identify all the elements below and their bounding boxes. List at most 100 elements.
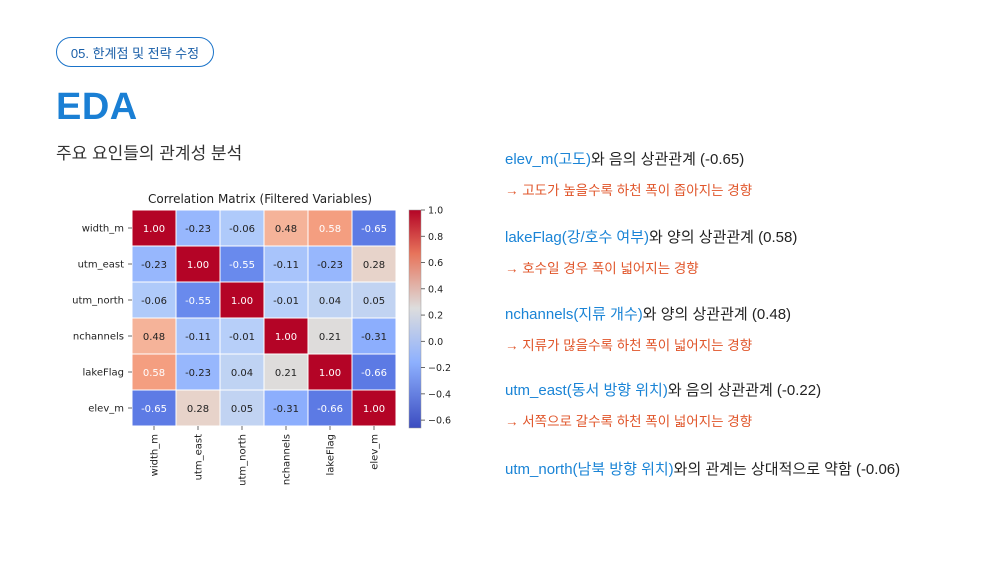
heatmap-cell xyxy=(307,317,353,355)
finding-highlight: utm_north(남북 방향 위치) xyxy=(505,461,674,478)
heatmap-cell xyxy=(351,353,397,391)
heatmap-cell xyxy=(263,281,309,319)
colorbar-tick-label: 0.2 xyxy=(428,311,443,322)
cell-value-label: -0.65 xyxy=(361,224,387,235)
finding-text: 와 음의 상관관계 (-0.22) xyxy=(667,382,822,399)
cell-value-label: 1.00 xyxy=(319,368,341,379)
finding-text: 와의 관계는 상대적으로 약함 (-0.06) xyxy=(673,461,901,478)
cell-value-label: 0.58 xyxy=(143,368,165,379)
finding-highlight: utm_east(동서 방향 위치) xyxy=(505,382,668,399)
finding-item: utm_east(동서 방향 위치)와 음의 상관관계 (-0.22) → 서쪽… xyxy=(505,379,821,430)
heatmap-cell xyxy=(307,281,353,319)
correlation-heatmap: Correlation Matrix (Filtered Variables) … xyxy=(72,192,451,486)
finding-item: elev_m(고도)와 음의 상관관계 (-0.65) → 고도가 높을수록 하… xyxy=(505,148,752,199)
colorbar-tick-label: −0.4 xyxy=(428,389,451,400)
finding-text: 와 음의 상관관계 (-0.65) xyxy=(590,151,745,168)
cell-value-label: -0.66 xyxy=(361,368,387,379)
cell-value-label: 0.28 xyxy=(187,404,209,415)
cell-value-label: -0.06 xyxy=(229,224,255,235)
x-tick-label: elev_m xyxy=(370,434,381,470)
heatmap-cell xyxy=(351,389,397,427)
finding-note: → 지류가 많을수록 하천 폭이 넓어지는 경향 xyxy=(505,338,753,353)
finding-highlight: lakeFlag(강/호수 여부) xyxy=(505,229,650,246)
x-tick-label: width_m xyxy=(150,434,161,476)
cell-value-label: 0.05 xyxy=(363,296,385,307)
heatmap-cell xyxy=(263,245,309,283)
cell-value-label: -0.23 xyxy=(317,260,343,271)
section-pill: 05. 한계점 및 전략 수정 xyxy=(56,37,214,67)
y-tick-label: width_m xyxy=(82,224,124,235)
cell-value-label: 0.04 xyxy=(319,296,341,307)
finding-text: 와 양의 상관관계 (0.58) xyxy=(649,229,798,246)
finding-highlight: nchannels(지류 개수) xyxy=(505,306,643,323)
cell-value-label: -0.11 xyxy=(185,332,211,343)
colorbar-tick-label: 0.0 xyxy=(428,337,443,348)
cell-value-label: -0.01 xyxy=(273,296,299,307)
cell-value-label: -0.11 xyxy=(273,260,299,271)
cell-value-label: 0.04 xyxy=(231,368,253,379)
finding-item: lakeFlag(강/호수 여부)와 양의 상관관계 (0.58) → 호수일 … xyxy=(505,226,797,277)
cell-value-label: 1.00 xyxy=(143,224,165,235)
cell-value-label: -0.23 xyxy=(185,368,211,379)
finding-text: 와 양의 상관관계 (0.48) xyxy=(642,306,792,323)
heatmap-cell xyxy=(263,317,309,355)
cell-value-label: -0.65 xyxy=(141,404,167,415)
cell-value-label: 1.00 xyxy=(187,260,209,271)
heatmap-cell xyxy=(307,353,353,391)
heatmap-cell xyxy=(263,353,309,391)
cell-value-label: -0.31 xyxy=(273,404,299,415)
cell-value-label: -0.06 xyxy=(141,296,167,307)
cell-value-label: 1.00 xyxy=(275,332,297,343)
cell-value-label: -0.31 xyxy=(361,332,387,343)
heatmap-cell xyxy=(131,317,177,355)
cell-value-label: 0.28 xyxy=(363,260,385,271)
cell-value-label: -0.66 xyxy=(317,404,343,415)
cell-value-label: 1.00 xyxy=(231,296,253,307)
cell-value-label: -0.55 xyxy=(185,296,211,307)
y-tick-label: elev_m xyxy=(88,404,124,415)
colorbar-tick-label: −0.6 xyxy=(428,416,451,427)
page-subtitle: 주요 요인들의 관계성 분석 xyxy=(56,144,243,163)
finding-item: nchannels(지류 개수)와 양의 상관관계 (0.48) → 지류가 많… xyxy=(505,303,791,354)
x-tick-label: utm_north xyxy=(238,434,249,486)
heatmap-cell xyxy=(175,209,221,247)
finding-note: → 고도가 높을수록 하천 폭이 좁아지는 경향 xyxy=(505,183,753,198)
heatmap-cell xyxy=(219,353,265,391)
x-tick-label: lakeFlag xyxy=(326,434,337,476)
colorbar-tick-label: 0.8 xyxy=(428,232,443,243)
heatmap-cell xyxy=(175,281,221,319)
cell-value-label: 0.48 xyxy=(275,224,297,235)
colorbar-tick-label: −0.2 xyxy=(428,363,451,374)
heatmap-cell xyxy=(175,245,221,283)
heatmap-cell xyxy=(351,317,397,355)
finding-item: utm_north(남북 방향 위치)와의 관계는 상대적으로 약함 (-0.0… xyxy=(505,458,900,479)
cell-value-label: 0.58 xyxy=(319,224,341,235)
cell-value-label: -0.23 xyxy=(141,260,167,271)
colorbar-tick-label: 0.4 xyxy=(428,284,443,295)
cell-value-label: 0.21 xyxy=(275,368,297,379)
cell-value-label: 1.00 xyxy=(363,404,385,415)
cell-value-label: -0.23 xyxy=(185,224,211,235)
y-tick-label: lakeFlag xyxy=(83,368,125,379)
finding-note: → 서쪽으로 갈수록 하천 폭이 넓어지는 경향 xyxy=(505,414,753,429)
heatmap-cell xyxy=(131,389,177,427)
heatmap-cell xyxy=(351,245,397,283)
heatmap-cell xyxy=(351,209,397,247)
x-tick-label: nchannels xyxy=(282,434,293,485)
y-tick-label: utm_east xyxy=(78,260,124,271)
cell-value-label: -0.55 xyxy=(229,260,255,271)
colorbar xyxy=(408,209,422,429)
heatmap-cell xyxy=(219,317,265,355)
chart-title: Correlation Matrix (Filtered Variables) xyxy=(148,192,372,206)
cell-value-label: 0.05 xyxy=(231,404,253,415)
cell-value-label: 0.21 xyxy=(319,332,341,343)
heatmap-cell xyxy=(351,281,397,319)
colorbar-tick-label: 1.0 xyxy=(428,206,443,217)
y-tick-label: nchannels xyxy=(73,332,124,343)
page-title: EDA xyxy=(56,86,138,128)
cell-value-label: -0.01 xyxy=(229,332,255,343)
cell-value-label: 0.48 xyxy=(143,332,165,343)
y-tick-label: utm_north xyxy=(72,296,124,307)
heatmap-cell xyxy=(175,317,221,355)
finding-highlight: elev_m(고도) xyxy=(505,151,591,168)
